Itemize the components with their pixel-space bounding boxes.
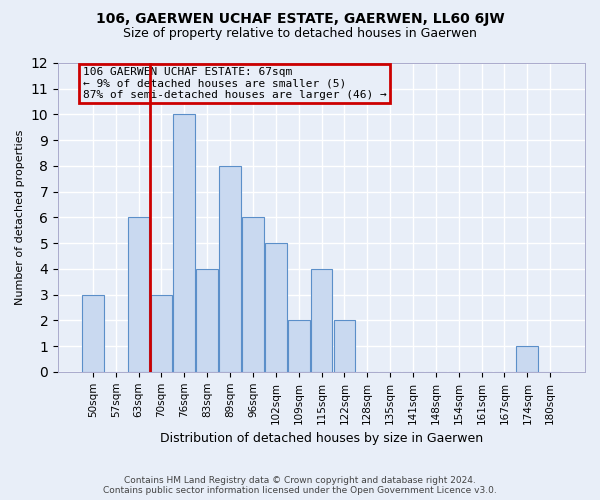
Text: 106, GAERWEN UCHAF ESTATE, GAERWEN, LL60 6JW: 106, GAERWEN UCHAF ESTATE, GAERWEN, LL60… [95, 12, 505, 26]
Bar [173, 114, 195, 372]
Text: Contains HM Land Registry data © Crown copyright and database right 2024.
Contai: Contains HM Land Registry data © Crown c… [103, 476, 497, 495]
Bar [311, 269, 332, 372]
Y-axis label: Number of detached properties: Number of detached properties [15, 130, 25, 305]
X-axis label: Distribution of detached houses by size in Gaerwen: Distribution of detached houses by size … [160, 432, 483, 445]
Bar [265, 243, 287, 372]
Text: Size of property relative to detached houses in Gaerwen: Size of property relative to detached ho… [123, 28, 477, 40]
Bar [219, 166, 241, 372]
Bar [128, 218, 149, 372]
Text: 106 GAERWEN UCHAF ESTATE: 67sqm
← 9% of detached houses are smaller (5)
87% of s: 106 GAERWEN UCHAF ESTATE: 67sqm ← 9% of … [83, 67, 386, 100]
Bar [82, 294, 104, 372]
Bar [196, 269, 218, 372]
Bar [334, 320, 355, 372]
Bar [517, 346, 538, 372]
Bar [288, 320, 310, 372]
Bar [151, 294, 172, 372]
Bar [242, 218, 264, 372]
